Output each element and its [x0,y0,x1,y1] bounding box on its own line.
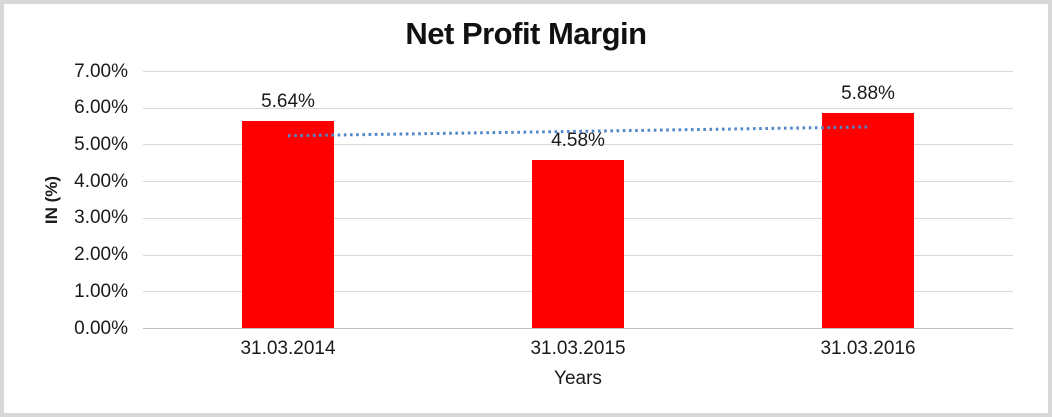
y-tick-label: 7.00% [74,60,128,82]
x-tick-label: 31.03.2014 [240,338,336,359]
y-tick-label: 0.00% [74,317,128,339]
y-tick-label: 6.00% [74,97,128,119]
x-tick-label: 31.03.2015 [530,338,626,359]
y-tick-label: 4.00% [74,170,128,192]
trendline [287,125,869,138]
bar-value-label: 4.58% [551,130,605,152]
chart-title: Net Profit Margin [405,16,647,51]
gridline [143,144,1013,146]
y-tick-label: 2.00% [74,244,128,266]
x-axis-line [143,328,1013,329]
y-tick-label: 5.00% [74,133,128,155]
bar-31.03.2016 [822,112,914,329]
y-tick-label: 3.00% [74,207,128,229]
x-tick-label: 31.03.2016 [820,338,916,359]
bar-31.03.2014 [242,121,334,329]
gridline [143,71,1013,72]
x-axis-title: Years [554,368,602,389]
bar-31.03.2015 [532,160,624,329]
bar-value-label: 5.64% [261,91,315,113]
gridline [143,107,1013,109]
bar-value-label: 5.88% [841,82,895,104]
y-tick-label: 1.00% [74,280,128,302]
